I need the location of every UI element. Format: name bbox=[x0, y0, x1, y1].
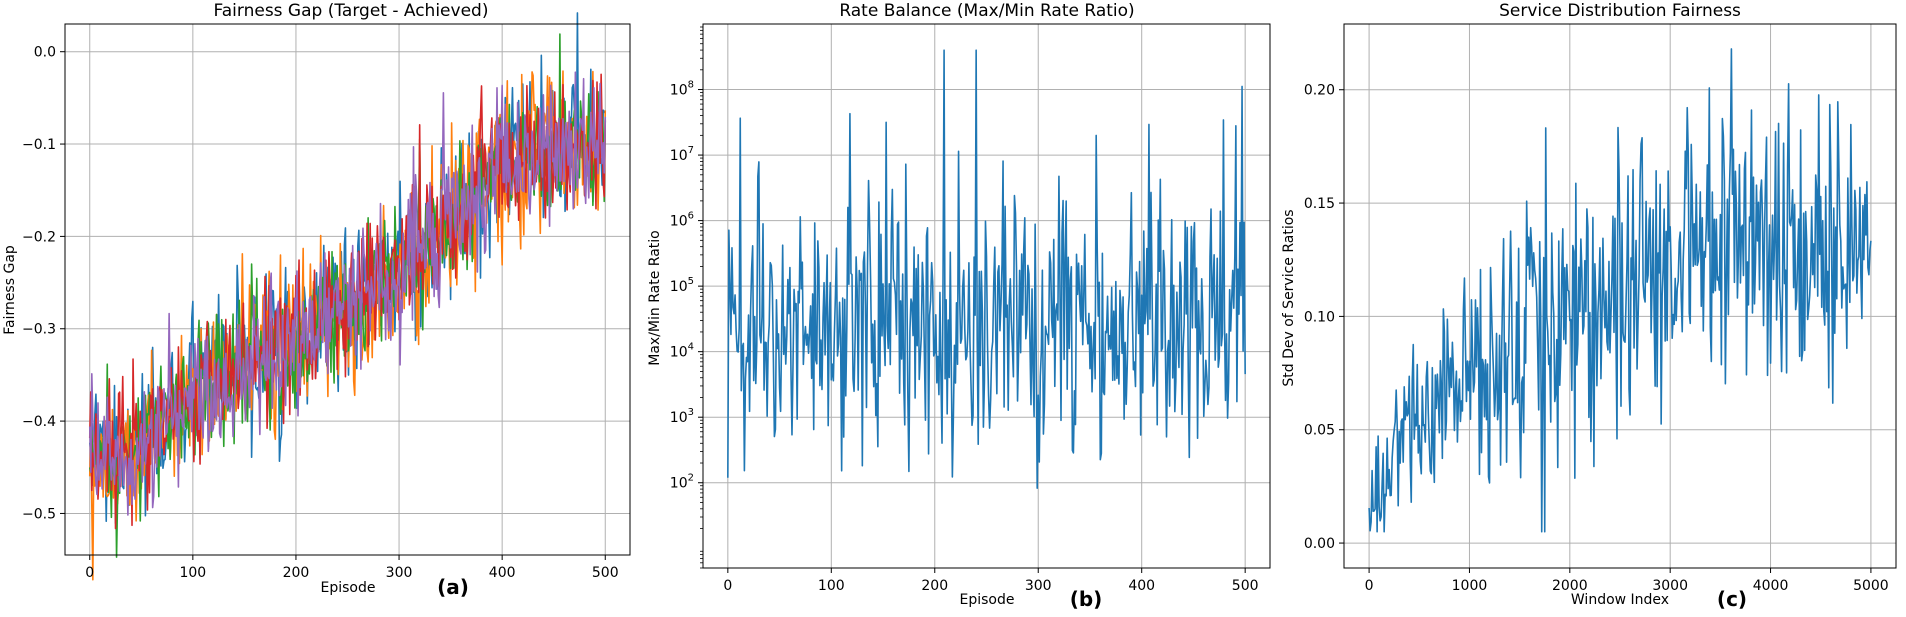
panel-a-letter: (a) bbox=[437, 575, 469, 599]
panel-b-xticks: 0 100 200 300 400 500 bbox=[723, 568, 1259, 594]
panel-c-title: Service Distribution Fairness bbox=[1499, 1, 1741, 21]
panel-b-ytick-label: 103 bbox=[670, 407, 694, 426]
panel-a-xticks: 0 100 200 300 400 500 bbox=[85, 555, 619, 581]
panel-c-series-line-1 bbox=[1368, 48, 1872, 533]
panel-c-xtick-label: 3000 bbox=[1652, 578, 1688, 594]
panel-c-ytick-label: 0.05 bbox=[1304, 423, 1335, 439]
panel-c-axes-frame bbox=[1343, 23, 1897, 569]
panel-c-xtick-label: 0 bbox=[1365, 578, 1374, 594]
panel-c-xtick-label: 5000 bbox=[1853, 578, 1889, 594]
panel-a-title: Fairness Gap (Target - Achieved) bbox=[214, 1, 489, 21]
panel-b-xtick-label: 200 bbox=[921, 578, 948, 594]
panel-b: Rate Balance (Max/Min Rate Ratio) 0 100 20… bbox=[647, 1, 1271, 611]
panel-c-xticks: 0 1000 2000 3000 4000 5000 bbox=[1365, 568, 1889, 594]
panel-a-xtick-label: 100 bbox=[179, 565, 206, 581]
panel-a-xtick-label: 500 bbox=[592, 565, 619, 581]
panel-b-xtick-label: 300 bbox=[1025, 578, 1052, 594]
panel-b-xtick-label: 500 bbox=[1232, 578, 1259, 594]
panel-a-axes-frame bbox=[64, 23, 631, 556]
panel-c-ytick-label: 0.15 bbox=[1304, 196, 1335, 212]
panel-a-lines bbox=[88, 12, 607, 581]
panel-b-series-line-1 bbox=[727, 49, 1246, 489]
panel-c-lines bbox=[1368, 48, 1872, 533]
panel-b-lines bbox=[727, 49, 1246, 489]
panel-c-yticks: 0.00 0.05 0.10 0.15 0.20 bbox=[1304, 83, 1344, 552]
panel-b-ytick-label: 108 bbox=[670, 80, 694, 99]
panel-c: Service Distribution Fairness 0 1000 2000 3… bbox=[1281, 1, 1897, 611]
panel-b-title: Rate Balance (Max/Min Rate Ratio) bbox=[839, 1, 1134, 21]
panel-a-ytick-label: −0.3 bbox=[22, 322, 56, 338]
panel-c-xtick-label: 1000 bbox=[1452, 578, 1488, 594]
panel-b-ytick-label: 104 bbox=[670, 342, 694, 361]
panel-a-xtick-label: 0 bbox=[85, 565, 94, 581]
panel-b-ytick-label: 106 bbox=[670, 211, 694, 230]
panel-b-ytick-label: 107 bbox=[670, 145, 694, 164]
panel-b-xtick-label: 400 bbox=[1128, 578, 1155, 594]
panel-a-ylabel: Fairness Gap bbox=[2, 245, 18, 335]
panel-a-xtick-label: 200 bbox=[283, 565, 310, 581]
panel-c-xlabel: Window Index bbox=[1571, 592, 1669, 608]
panel-c-ytick-label: 0.20 bbox=[1304, 83, 1335, 99]
panel-b-xtick-label: 100 bbox=[818, 578, 845, 594]
panel-a-xtick-label: 300 bbox=[386, 565, 413, 581]
panel-a-series-line-1 bbox=[88, 12, 606, 525]
panel-b-ylabel: Max/Min Rate Ratio bbox=[647, 230, 663, 365]
panel-b-letter: (b) bbox=[1070, 587, 1103, 611]
panel-a-ytick-label: −0.5 bbox=[22, 506, 56, 522]
panel-b-xtick-label: 0 bbox=[723, 578, 732, 594]
panel-a: Fairness Gap (Target - Achieved) 0 100 200… bbox=[2, 1, 631, 599]
panel-a-ytick-label: −0.4 bbox=[22, 414, 56, 430]
panel-c-ytick-label: 0.00 bbox=[1304, 536, 1335, 552]
panel-a-xlabel: Episode bbox=[321, 580, 376, 596]
panel-a-series-line-5 bbox=[88, 71, 607, 516]
panel-c-ytick-label: 0.10 bbox=[1304, 309, 1335, 325]
panel-c-xtick-label: 2000 bbox=[1552, 578, 1588, 594]
panel-a-ytick-label: −0.2 bbox=[22, 229, 56, 245]
panel-b-yticks: 102 103 104 105 106 107 108 bbox=[670, 26, 703, 569]
panel-a-yticks: −0.5 −0.4 −0.3 −0.2 −0.1 0.0 bbox=[22, 45, 65, 522]
panel-a-ytick-label: −0.1 bbox=[22, 137, 56, 153]
panel-b-ytick-label: 102 bbox=[670, 473, 694, 492]
panel-b-ytick-label: 105 bbox=[670, 276, 694, 295]
panel-b-xlabel: Episode bbox=[960, 592, 1015, 608]
panel-c-letter: (c) bbox=[1717, 587, 1747, 611]
panel-a-ytick-label: 0.0 bbox=[34, 45, 56, 61]
panel-a-xtick-label: 400 bbox=[489, 565, 516, 581]
panel-c-ylabel: Std Dev of Service Ratios bbox=[1281, 209, 1297, 386]
panel-c-xtick-label: 4000 bbox=[1753, 578, 1789, 594]
